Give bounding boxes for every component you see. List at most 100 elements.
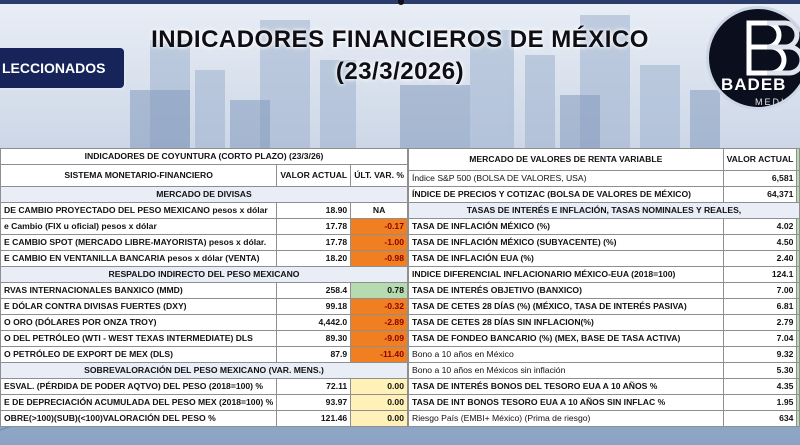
indicator-value: 2.79 bbox=[722, 314, 798, 331]
table-row: OBRE(>100)(SUB)(<100)VALORACIÓN DEL PESO… bbox=[0, 410, 408, 427]
table-row: RVAS INTERNACIONALES BANXICO (MMD) 258.4 0… bbox=[0, 282, 408, 299]
short-term-indicators-table: INDICADORES DE COYUNTURA (CORTO PLAZO) (… bbox=[0, 148, 408, 427]
indicator-value: 124.1 bbox=[722, 266, 798, 283]
accent-cell bbox=[796, 148, 800, 171]
accent-cell bbox=[796, 394, 800, 411]
indicator-value: 18.20 bbox=[276, 250, 352, 267]
group-header-row: SOBREVALORACIÓN DEL PESO MEXICANO (VAR. … bbox=[0, 362, 408, 379]
table-row: TASA DE FONDEO BANCARIO (%) (MEX, BASE D… bbox=[408, 330, 800, 347]
table-row: O DEL PETRÓLEO (WTI - WEST TEXAS INTERME… bbox=[0, 330, 408, 347]
indicator-value: 7.00 bbox=[722, 282, 798, 299]
table-row: E CAMBIO EN VENTANILLA BANCARIA pesos x … bbox=[0, 250, 408, 267]
section-banner: LECCIONADOS bbox=[0, 46, 126, 90]
group-title: SOBREVALORACIÓN DEL PESO MEXICANO (VAR. … bbox=[0, 362, 408, 379]
indicator-value: 121.46 bbox=[276, 410, 352, 427]
table-title-row: INDICADORES DE COYUNTURA (CORTO PLAZO) (… bbox=[0, 148, 408, 165]
indicator-value: 89.30 bbox=[276, 330, 352, 347]
indicator-value: 87.9 bbox=[276, 346, 352, 363]
accent-cell bbox=[796, 234, 800, 251]
table-row: E DÓLAR CONTRA DIVISAS FUERTES (DXY) 99.1… bbox=[0, 298, 408, 315]
indicator-value: 17.78 bbox=[276, 218, 352, 235]
indicator-value: 4.35 bbox=[722, 378, 798, 395]
indicator-label: TASA DE INT BONOS TESORO EUA A 10 AÑOS S… bbox=[408, 394, 724, 411]
indicator-label: TASA DE CETES 28 DÍAS SIN INFLACION(%) bbox=[408, 314, 724, 331]
indicator-value: 17.78 bbox=[276, 234, 352, 251]
value-column-header: VALOR ACTUAL bbox=[722, 148, 798, 171]
accent-cell bbox=[796, 330, 800, 347]
indicator-change: NA bbox=[350, 202, 408, 219]
indicator-label: E DE DEPRECIACIÓN ACUMULADA DEL PESO MEX… bbox=[0, 394, 278, 411]
indicator-value: 7.04 bbox=[722, 330, 798, 347]
indicator-value: 9.32 bbox=[722, 346, 798, 363]
accent-cell bbox=[796, 378, 800, 395]
accent-cell bbox=[796, 186, 800, 203]
value-column-header: VALOR ACTUAL bbox=[276, 164, 352, 187]
indicator-label: O DEL PETRÓLEO (WTI - WEST TEXAS INTERME… bbox=[0, 330, 278, 347]
indicator-label: DE CAMBIO PROYECTADO DEL PESO MEXICANO p… bbox=[0, 202, 278, 219]
table-row: ÍNDICE DE PRECIOS Y COTIZAC (BOLSA DE VA… bbox=[408, 186, 800, 203]
indicator-change: 0.78 bbox=[350, 282, 408, 299]
indicator-label: O PETRÓLEO DE EXPORT DE MEX (DLS) bbox=[0, 346, 278, 363]
indicator-change: 0.00 bbox=[350, 410, 408, 427]
indicator-value: 2.40 bbox=[722, 250, 798, 267]
group-title: TASAS DE INTERÉS E INFLACIÓN, TASAS NOMI… bbox=[408, 202, 800, 219]
accent-cell bbox=[796, 346, 800, 363]
indicator-label: TASA DE INFLACIÓN MÉXICO (%) bbox=[408, 218, 724, 235]
right-table-title: MERCADO DE VALORES DE RENTA VARIABLE bbox=[408, 148, 724, 171]
equity-market-table: MERCADO DE VALORES DE RENTA VARIABLE VALO… bbox=[408, 148, 800, 427]
table-row: TASA DE INFLACIÓN MÉXICO (%) 4.02 bbox=[408, 218, 800, 235]
table-row: TASA DE INFLACIÓN MÉXICO (SUBYACENTE) (%… bbox=[408, 234, 800, 251]
indicator-value: 6.81 bbox=[722, 298, 798, 315]
logo-b-icon bbox=[746, 20, 800, 76]
indicator-value: 18.90 bbox=[276, 202, 352, 219]
indicator-value: 4,442.0 bbox=[276, 314, 352, 331]
accent-cell bbox=[796, 410, 800, 427]
indicator-change: 0.00 bbox=[350, 378, 408, 395]
group-header-row: TASAS DE INTERÉS E INFLACIÓN, TASAS NOMI… bbox=[408, 202, 800, 219]
indicator-value: 4.02 bbox=[722, 218, 798, 235]
page-title: INDICADORES FINANCIEROS DE MÉXICO bbox=[151, 26, 649, 53]
indicator-label: E CAMBIO SPOT (MERCADO LIBRE-MAYORISTA) … bbox=[0, 234, 278, 251]
table-row: TASA DE INTERÉS OBJETIVO (BANXICO) 7.00 bbox=[408, 282, 800, 299]
accent-cell bbox=[796, 314, 800, 331]
table-header-row: SISTEMA MONETARIO-FINANCIERO VALOR ACTUAL… bbox=[0, 164, 408, 187]
indicator-label: Riesgo País (EMBI+ México) (Prima de rie… bbox=[408, 410, 724, 427]
indicator-value: 99.18 bbox=[276, 298, 352, 315]
indicator-label: ÍNDICE DE PRECIOS Y COTIZAC (BOLSA DE VA… bbox=[408, 186, 724, 203]
indicator-value: 93.97 bbox=[276, 394, 352, 411]
accent-cell bbox=[796, 282, 800, 299]
indicator-label: TASA DE INTERÉS OBJETIVO (BANXICO) bbox=[408, 282, 724, 299]
indicator-label: E CAMBIO EN VENTANILLA BANCARIA pesos x … bbox=[0, 250, 278, 267]
table-row: O PETRÓLEO DE EXPORT DE MEX (DLS) 87.9 -11… bbox=[0, 346, 408, 363]
table-row: TASA DE CETES 28 DÍAS (%) (MÉXICO, TASA … bbox=[408, 298, 800, 315]
indicator-change: -2.89 bbox=[350, 314, 408, 331]
group-header-row: RESPALDO INDIRECTO DEL PESO MEXICANO bbox=[0, 266, 408, 283]
table-row: Índice S&P 500 (BOLSA DE VALORES, USA) 6,… bbox=[408, 170, 800, 187]
table-row: e Cambio (FIX u oficial) pesos x dólar 17… bbox=[0, 218, 408, 235]
table-row: Bono a 10 años en México 9.32 bbox=[408, 346, 800, 363]
indicator-change: -0.17 bbox=[350, 218, 408, 235]
indicator-label: OBRE(>100)(SUB)(<100)VALORACIÓN DEL PESO… bbox=[0, 410, 278, 427]
page-date: (23/3/2026) bbox=[335, 58, 465, 85]
top-marker bbox=[398, 0, 404, 5]
accent-cell bbox=[796, 362, 800, 379]
banner-label: LECCIONADOS bbox=[2, 60, 106, 76]
indicator-label: TASA DE INFLACIÓN EUA (%) bbox=[408, 250, 724, 267]
indicator-label: RVAS INTERNACIONALES BANXICO (MMD) bbox=[0, 282, 278, 299]
table-row: TASA DE CETES 28 DÍAS SIN INFLACION(%) 2.… bbox=[408, 314, 800, 331]
accent-cell bbox=[796, 218, 800, 235]
indicator-value: 634 bbox=[722, 410, 798, 427]
indicator-label: ESVAL. (PÉRDIDA DE PODER AQTVO) DEL PESO… bbox=[0, 378, 278, 395]
indicator-value: 6,581 bbox=[722, 170, 798, 187]
brand-logo: BADEB MEDIA bbox=[706, 6, 800, 110]
table-row: Riesgo País (EMBI+ México) (Prima de rie… bbox=[408, 410, 800, 427]
logo-subtext: MEDIA bbox=[755, 97, 794, 107]
indicator-change: -0.98 bbox=[350, 250, 408, 267]
indicator-value: 72.11 bbox=[276, 378, 352, 395]
indicator-value: 258.4 bbox=[276, 282, 352, 299]
indicator-change: -11.40 bbox=[350, 346, 408, 363]
indicator-label: TASA DE CETES 28 DÍAS (%) (MÉXICO, TASA … bbox=[408, 298, 724, 315]
accent-cell bbox=[796, 298, 800, 315]
indicator-label: TASA DE INTERÉS BONOS DEL TESORO EUA A 1… bbox=[408, 378, 724, 395]
table-row: ESVAL. (PÉRDIDA DE PODER AQTVO) DEL PESO… bbox=[0, 378, 408, 395]
